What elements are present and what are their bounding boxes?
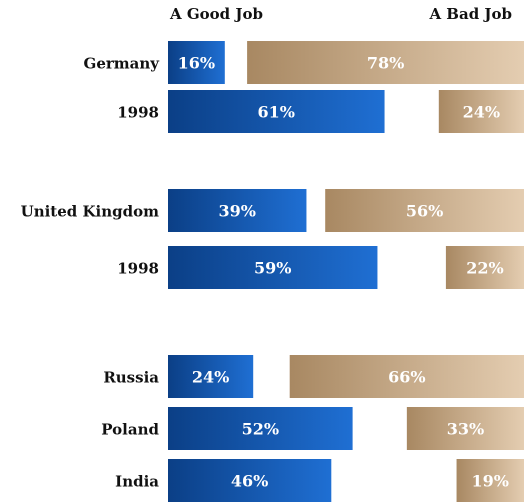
good-job-bar bbox=[168, 41, 225, 84]
legend-header-good: A Good Job bbox=[169, 5, 263, 23]
chart-row: Poland 52% 33% bbox=[101, 407, 524, 450]
good-job-value-label: 46% bbox=[231, 472, 268, 491]
bad-job-value-label: 24% bbox=[463, 103, 500, 122]
bad-job-value-label: 66% bbox=[388, 368, 425, 387]
good-job-bar bbox=[168, 246, 378, 289]
category-label: United Kingdom bbox=[21, 203, 159, 221]
bad-job-value-label: 22% bbox=[466, 259, 503, 278]
good-job-bar bbox=[168, 459, 332, 502]
category-label: Poland bbox=[101, 421, 159, 439]
category-label: 1998 bbox=[117, 260, 159, 278]
category-label: India bbox=[115, 473, 159, 491]
chart-row: Germany 16% 78% bbox=[84, 41, 524, 84]
chart-rows: Germany 16% 78% 1998 61% 24% United Kingdom 39%… bbox=[21, 41, 524, 502]
category-label: Russia bbox=[103, 369, 159, 387]
good-job-bar bbox=[168, 407, 353, 450]
bad-job-value-label: 33% bbox=[447, 420, 484, 439]
bad-job-value-label: 56% bbox=[406, 202, 443, 221]
category-label: Germany bbox=[84, 55, 161, 73]
bad-job-bar bbox=[247, 41, 524, 84]
bad-job-bar bbox=[438, 90, 524, 133]
good-job-value-label: 52% bbox=[242, 420, 279, 439]
good-job-bar bbox=[168, 90, 385, 133]
bad-job-bar bbox=[445, 246, 524, 289]
good-job-value-label: 61% bbox=[258, 103, 295, 122]
bad-job-bar bbox=[456, 459, 524, 502]
good-job-bar bbox=[168, 189, 307, 232]
chart-row: Russia 24% 66% bbox=[103, 355, 524, 398]
bad-job-bar bbox=[406, 407, 524, 450]
category-label: 1998 bbox=[117, 104, 159, 122]
good-job-value-label: 39% bbox=[218, 202, 255, 221]
good-job-bar bbox=[168, 355, 254, 398]
legend-headers: A Good Job A Bad Job bbox=[169, 5, 512, 23]
bad-job-value-label: 19% bbox=[472, 472, 509, 491]
bad-job-bar bbox=[289, 355, 524, 398]
chart-row: 1998 61% 24% bbox=[117, 90, 524, 133]
good-job-value-label: 59% bbox=[254, 259, 291, 278]
good-job-value-label: 24% bbox=[192, 368, 229, 387]
chart-row: 1998 59% 22% bbox=[117, 246, 524, 289]
bad-job-value-label: 78% bbox=[367, 54, 404, 73]
chart-row: India 46% 19% bbox=[115, 459, 524, 502]
legend-header-bad: A Bad Job bbox=[428, 5, 512, 23]
good-job-value-label: 16% bbox=[178, 54, 215, 73]
chart-row: United Kingdom 39% 56% bbox=[21, 189, 524, 232]
bad-job-bar bbox=[325, 189, 524, 232]
